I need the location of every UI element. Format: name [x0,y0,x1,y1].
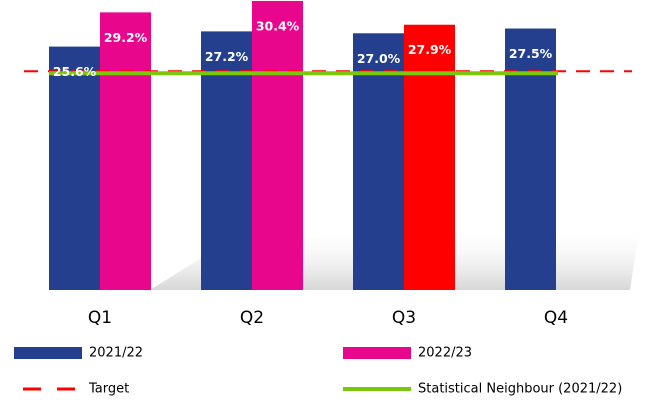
legend-label: Statistical Neighbour (2021/22) [418,382,622,397]
bar [201,31,252,291]
bar [505,28,556,290]
data-label: 27.5% [509,46,553,61]
data-label: 27.0% [357,51,401,66]
data-label: 29.2% [104,30,148,45]
legend-swatch [343,347,411,359]
legend-label: Target [88,382,129,397]
legend-label: 2021/22 [89,346,143,361]
x-tick-label: Q1 [88,308,112,328]
x-tick-label: Q3 [392,308,416,328]
bar [49,46,100,290]
bar [100,12,151,290]
x-tick-label: Q2 [240,308,264,328]
data-label: 27.9% [408,42,452,57]
x-tick-label: Q4 [544,308,568,328]
bar [404,24,455,290]
bar [353,33,404,291]
legend-label: 2022/23 [418,346,472,361]
data-label: 30.4% [256,18,300,33]
bar [252,0,303,291]
data-label: 25.6% [53,64,97,79]
data-label: 27.2% [205,49,249,64]
legend-swatch [14,347,82,359]
